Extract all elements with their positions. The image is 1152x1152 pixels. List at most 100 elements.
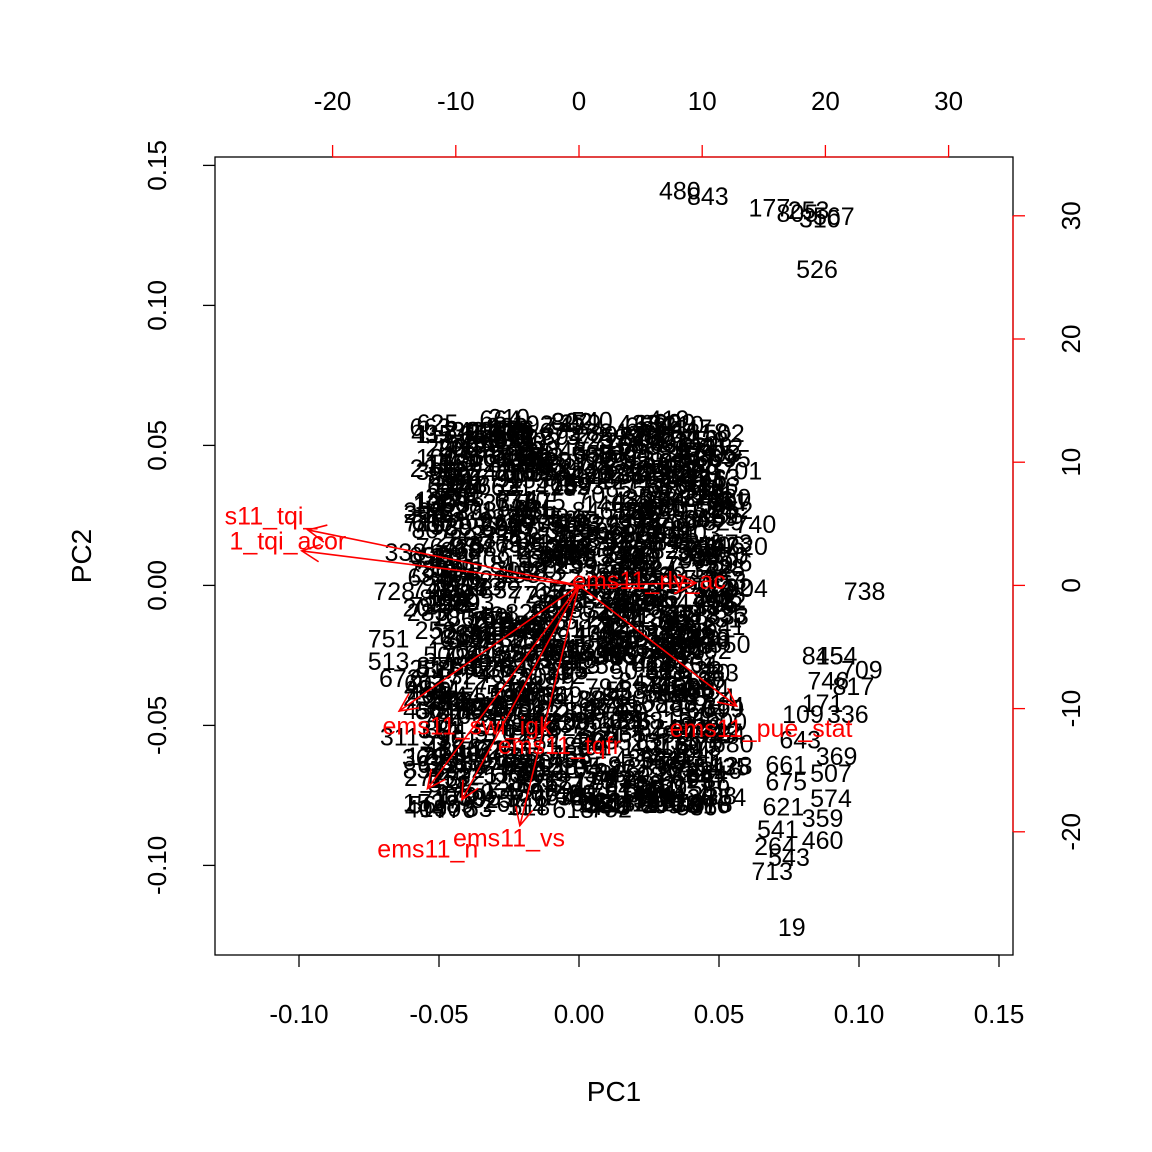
cluster-point-label: 709	[578, 482, 620, 510]
cluster-point-label: 661	[658, 680, 700, 708]
cluster-point-label: 226	[430, 623, 472, 651]
loading-label: ems11_rly_ac	[572, 567, 726, 595]
cluster-point-label: 154	[656, 426, 698, 454]
cluster-point-label: 503	[456, 697, 498, 725]
cluster-point-label: 272	[600, 552, 642, 580]
cluster-point-label: 260	[480, 509, 522, 537]
cluster-point-label: 485	[613, 745, 655, 773]
cluster-point-label: 664	[693, 496, 735, 524]
cluster-point-label: 495	[569, 543, 611, 571]
cluster-point-label: 573	[711, 530, 753, 558]
cluster-point-label: 723	[450, 430, 492, 458]
cluster-point-label: 822	[551, 409, 593, 437]
cluster-point-label: 426	[673, 785, 715, 813]
cluster-point-label: 713	[559, 652, 601, 680]
cluster-point-label: 384	[686, 761, 728, 789]
cluster-point-label: 241	[651, 528, 693, 556]
cluster-point-label: 73	[478, 736, 506, 764]
cluster-point-label: 491	[618, 551, 660, 579]
cluster-point-label: 421	[599, 615, 641, 643]
cluster-point-label: 30	[440, 592, 468, 620]
cluster-point-label: 46	[559, 437, 587, 465]
cluster-point-label: 604	[653, 522, 695, 550]
cluster-point-label: 411	[514, 498, 554, 526]
cluster-point-label: 624	[585, 419, 627, 447]
y-tick-label: 0.10	[142, 280, 172, 331]
cluster-point-label: 435	[574, 621, 616, 649]
cluster-point-label: 794	[585, 674, 627, 702]
cluster-point-label: 323	[465, 566, 507, 594]
cluster-point-label: 114	[620, 790, 660, 818]
cluster-point-label: 698	[552, 638, 594, 666]
cluster-point-label: 246	[547, 534, 589, 562]
cluster-point-label: 222	[426, 688, 468, 716]
cluster-point-label: 236	[516, 538, 558, 566]
cluster-point-label: 753	[605, 505, 647, 533]
cluster-point-label: 774	[575, 763, 617, 791]
cluster-point-label: 184	[636, 605, 678, 633]
cluster-point-label: 837	[627, 763, 669, 791]
cluster-point-label: 473	[589, 793, 631, 821]
cluster-point-label: 20	[578, 728, 606, 756]
cluster-point-label: 229	[684, 483, 726, 511]
cluster-point-label: 570	[474, 719, 516, 747]
cluster-point-label: 668	[464, 650, 506, 678]
cluster-point-label: 355	[597, 563, 639, 591]
top-tick-label: 0	[572, 86, 586, 116]
cluster-point-label: 820	[594, 568, 636, 596]
cluster-point-label: 85	[507, 506, 535, 534]
cluster-point-label: 322	[502, 616, 544, 644]
cluster-point-label: 425	[457, 693, 499, 721]
cluster-point-label: 636	[523, 682, 565, 710]
top-tick-label: 20	[811, 86, 840, 116]
cluster-point-label: 195	[425, 451, 467, 479]
right-tick-label: -20	[1056, 813, 1086, 851]
cluster-point-label: 365	[596, 642, 638, 670]
cluster-point-label: 822	[440, 472, 482, 500]
cluster-point-label: 749	[493, 513, 535, 541]
cluster-point-label: 217	[526, 522, 568, 550]
cluster-point-label: 393	[522, 443, 564, 471]
cluster-point-label: 572	[602, 528, 644, 556]
cluster-point-label: 274	[440, 476, 482, 504]
cluster-point-label: 198	[487, 418, 529, 446]
cluster-point-label: 197	[469, 608, 511, 636]
cluster-point-label: 239	[442, 621, 484, 649]
cluster-point-label: 760	[622, 429, 664, 457]
point-label: 701	[721, 458, 763, 486]
cluster-point-label: 424	[404, 676, 446, 704]
cluster-point-label: 675	[539, 418, 581, 446]
cluster-point-label: 339	[689, 625, 731, 653]
cluster-point-label: 623	[530, 447, 572, 475]
cluster-point-label: 140	[565, 643, 607, 671]
cluster-point-label: 483	[573, 534, 615, 562]
cluster-point-label: 709	[648, 514, 690, 542]
cluster-point-label: 615	[481, 429, 523, 457]
cluster-point-label: 743	[471, 625, 513, 653]
cluster-point-label: 824	[638, 715, 680, 743]
cluster-point-label: 209	[673, 674, 715, 702]
cluster-point-label: 58	[670, 689, 698, 717]
cluster-point-label: 394	[417, 560, 459, 588]
cluster-point-label: 746	[685, 467, 727, 495]
cluster-point-label: 567	[656, 716, 698, 744]
cluster-point-label: 444	[681, 764, 723, 792]
cluster-point-label: 540	[492, 418, 534, 446]
cluster-point-label: 149	[618, 781, 660, 809]
point-label: 636	[460, 421, 502, 449]
cluster-point-label: 502	[703, 420, 745, 448]
cluster-point-label: 834	[403, 756, 445, 784]
cluster-point-label: 743	[543, 413, 585, 441]
cluster-point-label: 340	[600, 542, 642, 570]
cluster-point-label: 467	[582, 693, 624, 721]
cluster-point-label: 128	[703, 555, 745, 583]
cluster-point-label: 445	[500, 442, 542, 470]
cluster-point-label: 413	[634, 651, 676, 679]
cluster-point-label: 355	[584, 566, 626, 594]
cluster-point-label: 295	[561, 708, 603, 736]
cluster-point-label: 696	[609, 708, 651, 736]
cluster-point-label: 38	[649, 631, 677, 659]
cluster-point-label: 755	[697, 590, 739, 618]
cluster-point-label: 78	[592, 634, 620, 662]
cluster-point-label: 804	[477, 634, 519, 662]
